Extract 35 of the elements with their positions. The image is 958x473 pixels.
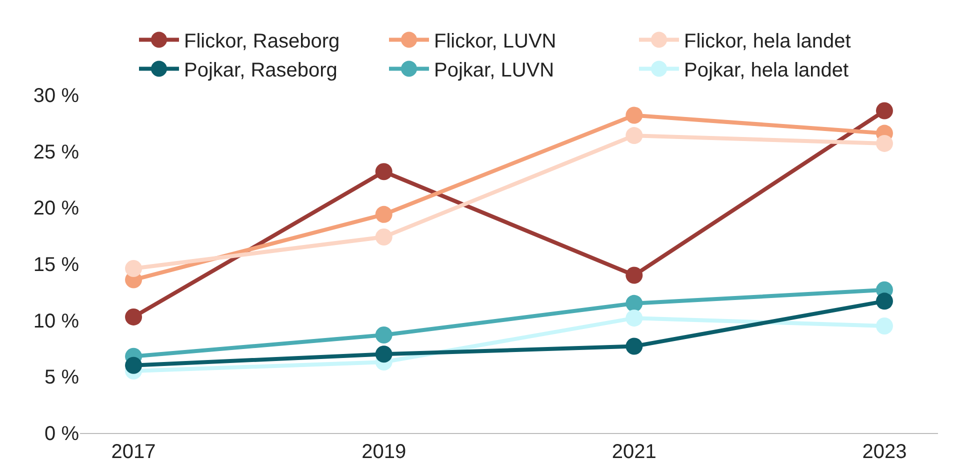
legend-label: Pojkar, hela landet	[684, 60, 850, 82]
point	[626, 266, 643, 284]
point	[876, 102, 893, 120]
legend-label: Flickor, Raseborg	[184, 30, 340, 53]
x-tick-label: 2023	[862, 441, 907, 463]
point	[375, 326, 392, 344]
point	[125, 260, 142, 277]
x-tick-label: 2021	[612, 441, 656, 463]
point	[375, 163, 392, 180]
point	[876, 292, 893, 310]
x-tick-label: 2019	[362, 441, 406, 463]
y-tick-label: 20 %	[33, 198, 80, 220]
point	[125, 356, 142, 374]
point	[626, 338, 643, 355]
point	[626, 294, 643, 312]
y-tick-label: 15 %	[33, 254, 80, 276]
point	[626, 310, 643, 327]
point	[125, 308, 142, 326]
y-tick-label: 25 %	[33, 141, 80, 164]
point	[876, 317, 893, 334]
y-tick-label: 0 %	[44, 423, 80, 445]
legend-label: Pojkar, Raseborg	[184, 60, 338, 82]
point	[876, 134, 893, 152]
legend-label: Flickor, hela landet	[684, 30, 852, 53]
y-tick-label: 10 %	[33, 310, 80, 332]
point	[375, 206, 392, 223]
point	[375, 228, 392, 246]
y-tick-label: 30 %	[33, 85, 80, 107]
y-tick-label: 5 %	[44, 366, 80, 389]
x-tick-label: 2017	[111, 441, 156, 463]
legend-label: Pojkar, LUVN	[434, 60, 554, 82]
point	[626, 127, 643, 144]
legend-label: Flickor, LUVN	[434, 30, 556, 53]
point	[626, 106, 643, 124]
point	[375, 346, 392, 363]
